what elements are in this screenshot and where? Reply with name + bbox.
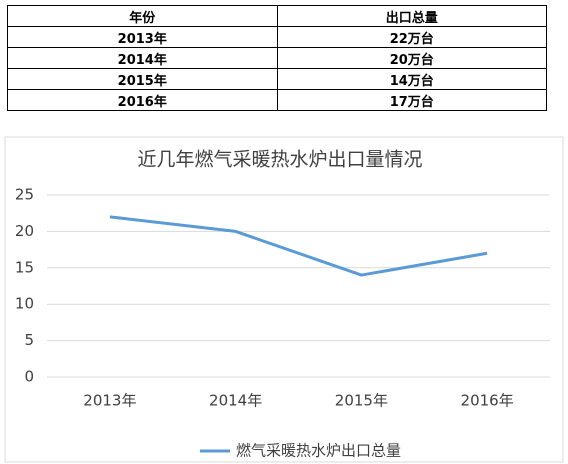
- table-cell: 2014年: [7, 47, 278, 69]
- legend-label: 燃气采暖热水炉出口总量: [236, 442, 401, 460]
- y-tick-label: 5: [24, 331, 34, 349]
- table-cell: 17万台: [276, 89, 547, 111]
- y-tick-label: 0: [24, 368, 34, 386]
- x-tick-label: 2015年: [335, 392, 388, 410]
- chart-frame: [4, 136, 564, 463]
- y-tick-label: 20: [15, 222, 34, 240]
- y-tick-label: 25: [15, 186, 34, 204]
- chart-title: 近几年燃气采暖热水炉出口量情况: [137, 149, 422, 171]
- y-tick-label: 10: [15, 295, 34, 313]
- x-tick-label: 2014年: [209, 392, 262, 410]
- x-tick-label: 2013年: [83, 392, 136, 410]
- series-line: [109, 215, 488, 277]
- y-tick-label: 15: [15, 258, 34, 276]
- data-table: 年份 出口总量 2013年 22万台 2014年 20万台 2015年 14万台 2016年 17…: [7, 5, 547, 111]
- table-row: 2016年 17万台: [7, 89, 547, 111]
- x-tick-label: 2016年: [461, 392, 514, 410]
- table-row: 2014年 20万台: [7, 47, 547, 69]
